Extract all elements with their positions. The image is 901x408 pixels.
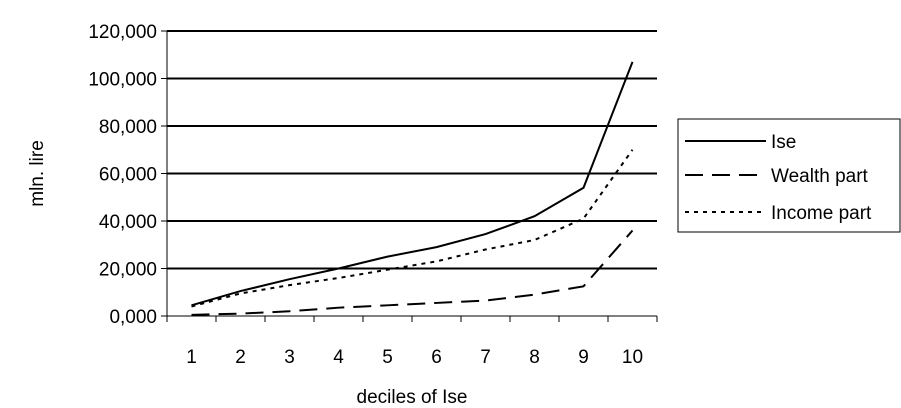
y-axis-label: mln. lire — [27, 140, 48, 207]
legend-label: Ise — [771, 132, 796, 153]
y-tick-label: 80,000 — [99, 117, 157, 138]
x-tick-label: 5 — [382, 347, 393, 368]
x-tick-label: 10 — [622, 347, 643, 368]
x-axis-label: deciles of Ise — [357, 387, 468, 408]
y-tick-label: 0,000 — [109, 307, 157, 328]
y-tick-label: 60,000 — [99, 165, 157, 186]
y-tick-label: 100,000 — [88, 70, 157, 91]
x-tick-label: 2 — [235, 347, 246, 368]
y-tick-label: 20,000 — [99, 260, 157, 281]
x-tick-label: 3 — [284, 347, 295, 368]
series-line-income-part — [191, 149, 634, 308]
gridlines — [167, 30, 657, 270]
series-lines — [191, 61, 634, 316]
legend-label: Wealth part — [771, 166, 869, 187]
y-tick-label: 120,000 — [88, 22, 157, 43]
legend-box — [677, 118, 901, 233]
x-tick-label: 1 — [186, 347, 197, 368]
series-line-wealth-part — [191, 229, 634, 316]
legend: Ise Wealth part Income part — [677, 118, 901, 233]
x-tick-label: 4 — [333, 347, 344, 368]
x-tick-label: 9 — [578, 347, 589, 368]
y-tick-label: 40,000 — [99, 212, 157, 233]
x-tick-label: 6 — [431, 347, 442, 368]
x-tick-label: 8 — [529, 347, 540, 368]
axes — [161, 30, 658, 322]
x-tick-labels: 1 2 3 4 5 6 7 8 9 10 — [186, 347, 643, 368]
series-line-ise — [191, 61, 634, 307]
x-tick-label: 7 — [480, 347, 491, 368]
legend-label: Income part — [771, 203, 872, 224]
y-tick-labels: 0,000 20,000 40,000 60,000 80,000 100,000 120,… — [88, 22, 157, 328]
